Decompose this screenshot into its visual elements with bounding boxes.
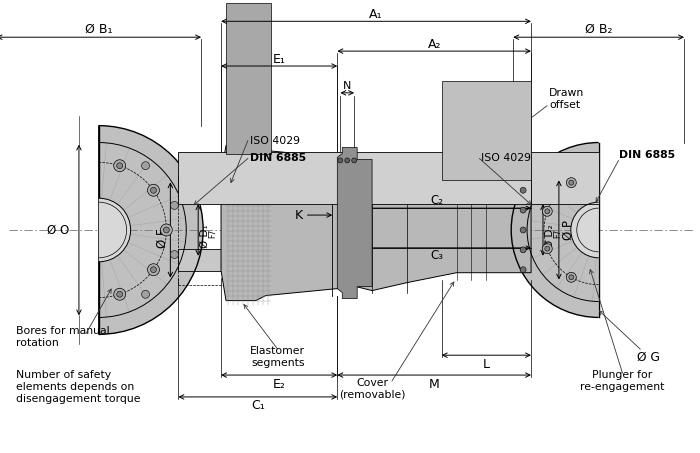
Text: ISO 4029: ISO 4029 bbox=[482, 154, 531, 164]
Text: Ø B₂: Ø B₂ bbox=[585, 23, 612, 36]
Text: L: L bbox=[483, 357, 490, 371]
Text: Plunger for
re-engagement: Plunger for re-engagement bbox=[580, 370, 665, 392]
Circle shape bbox=[117, 163, 122, 169]
Circle shape bbox=[141, 290, 150, 298]
Text: Number of safety
elements depends on
disengagement torque: Number of safety elements depends on dis… bbox=[16, 371, 141, 404]
Text: N: N bbox=[343, 81, 351, 91]
Circle shape bbox=[150, 267, 157, 273]
Text: M: M bbox=[429, 377, 440, 390]
Circle shape bbox=[113, 288, 126, 300]
Circle shape bbox=[520, 207, 526, 213]
Text: F7: F7 bbox=[553, 228, 562, 237]
Text: Drawn
offset: Drawn offset bbox=[549, 88, 584, 110]
Circle shape bbox=[148, 264, 160, 276]
Circle shape bbox=[163, 227, 169, 233]
Circle shape bbox=[117, 291, 122, 297]
Text: C₃: C₃ bbox=[430, 249, 443, 262]
Polygon shape bbox=[337, 148, 372, 299]
Circle shape bbox=[520, 267, 526, 273]
Text: Ø D₁: Ø D₁ bbox=[200, 224, 210, 248]
Circle shape bbox=[520, 247, 526, 253]
Bar bbox=[178, 153, 531, 204]
Text: DIN 6885: DIN 6885 bbox=[250, 154, 306, 164]
Wedge shape bbox=[511, 143, 598, 318]
Text: E₁: E₁ bbox=[273, 53, 286, 66]
Text: Cover
(removable): Cover (removable) bbox=[339, 378, 405, 400]
Circle shape bbox=[542, 206, 552, 216]
Bar bbox=[442, 81, 531, 180]
Text: Bores for manual
rotation: Bores for manual rotation bbox=[16, 327, 110, 348]
Circle shape bbox=[351, 158, 357, 163]
Wedge shape bbox=[570, 202, 598, 258]
Text: Ø O: Ø O bbox=[47, 223, 69, 236]
Circle shape bbox=[170, 251, 178, 259]
Text: Ø G: Ø G bbox=[637, 351, 660, 364]
Wedge shape bbox=[99, 198, 131, 262]
Circle shape bbox=[150, 187, 157, 193]
Text: A₂: A₂ bbox=[428, 38, 441, 51]
Text: E₂: E₂ bbox=[273, 377, 286, 390]
Circle shape bbox=[345, 158, 350, 163]
Circle shape bbox=[566, 178, 576, 188]
Bar bbox=[226, 4, 271, 154]
Text: F7: F7 bbox=[208, 228, 217, 237]
Circle shape bbox=[170, 202, 178, 209]
Text: Ø B₁: Ø B₁ bbox=[85, 23, 113, 36]
Circle shape bbox=[160, 224, 172, 236]
Text: K: K bbox=[295, 208, 302, 222]
Circle shape bbox=[520, 187, 526, 193]
Circle shape bbox=[338, 158, 343, 163]
Text: Ø D₂: Ø D₂ bbox=[545, 224, 555, 248]
Circle shape bbox=[141, 162, 150, 169]
Circle shape bbox=[566, 272, 576, 282]
Text: Ø P: Ø P bbox=[562, 220, 575, 240]
Circle shape bbox=[569, 180, 574, 185]
Circle shape bbox=[545, 246, 550, 251]
Polygon shape bbox=[221, 145, 531, 300]
Bar bbox=[531, 153, 598, 204]
Text: DIN 6885: DIN 6885 bbox=[619, 150, 675, 160]
Text: Ø F: Ø F bbox=[155, 228, 169, 248]
Circle shape bbox=[545, 209, 550, 214]
Circle shape bbox=[520, 227, 526, 233]
Circle shape bbox=[113, 160, 126, 172]
Text: ISO 4029: ISO 4029 bbox=[250, 135, 300, 145]
Circle shape bbox=[569, 275, 574, 280]
Polygon shape bbox=[178, 175, 221, 197]
Wedge shape bbox=[99, 125, 203, 334]
Circle shape bbox=[148, 184, 160, 196]
Circle shape bbox=[542, 244, 552, 254]
Text: Elastomer
segments: Elastomer segments bbox=[250, 347, 305, 368]
Text: A₁: A₁ bbox=[370, 8, 383, 21]
Polygon shape bbox=[178, 249, 221, 271]
Text: C₁: C₁ bbox=[251, 400, 265, 412]
Text: C₂: C₂ bbox=[430, 194, 443, 207]
